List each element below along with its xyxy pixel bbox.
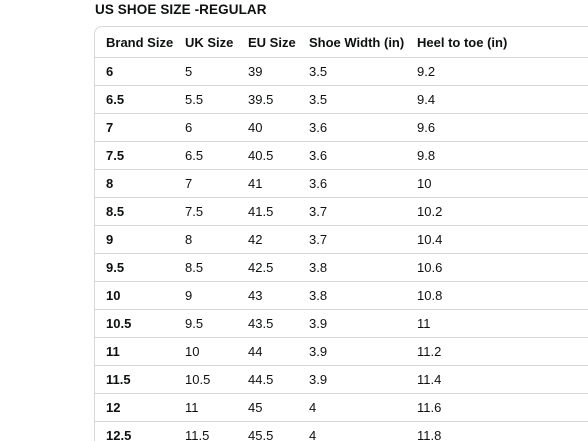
cell-heel-to-toe: 10.6 <box>417 260 443 275</box>
cell-brand-size: 12 <box>106 400 121 415</box>
cell-shoe-width: 3.8 <box>309 288 328 303</box>
cell-brand-size: 6.5 <box>106 92 125 107</box>
cell-brand-size: 10.5 <box>106 316 132 331</box>
cell-shoe-width: 3.9 <box>309 316 328 331</box>
cell-uk-size: 8.5 <box>185 260 204 275</box>
cell-brand-size: 9.5 <box>106 260 125 275</box>
table-row: 12 11 45 4 11.6 <box>95 394 588 422</box>
cell-uk-size: 10 <box>185 344 200 359</box>
cell-heel-to-toe: 10.8 <box>417 288 443 303</box>
cell-uk-size: 6 <box>185 120 193 135</box>
header-eu-size: EU Size <box>248 34 296 50</box>
size-table: Brand Size UK Size EU Size Shoe Width (i… <box>94 26 588 441</box>
table-row: 10 9 43 3.8 10.8 <box>95 282 588 310</box>
cell-heel-to-toe: 11.4 <box>417 372 442 387</box>
table-row: 12.5 11.5 45.5 4 11.8 <box>95 422 588 441</box>
cell-eu-size: 42.5 <box>248 260 274 275</box>
table-row: 8 7 41 3.6 10 <box>95 170 588 198</box>
cell-brand-size: 9 <box>106 232 114 247</box>
cell-uk-size: 7 <box>185 176 193 191</box>
cell-heel-to-toe: 11.6 <box>417 400 442 415</box>
cell-eu-size: 39.5 <box>248 92 274 107</box>
cell-brand-size: 6 <box>106 64 114 79</box>
cell-uk-size: 10.5 <box>185 372 211 387</box>
cell-uk-size: 11.5 <box>185 428 210 441</box>
cell-shoe-width: 3.5 <box>309 92 328 107</box>
cell-heel-to-toe: 9.2 <box>417 64 436 79</box>
cell-eu-size: 42 <box>248 232 263 247</box>
cell-brand-size: 11 <box>106 344 120 359</box>
table-row: 7 6 40 3.6 9.6 <box>95 114 588 142</box>
cell-heel-to-toe: 9.8 <box>417 148 436 163</box>
cell-brand-size: 7 <box>106 120 114 135</box>
table-row: 10.5 9.5 43.5 3.9 11 <box>95 310 588 338</box>
cell-eu-size: 43.5 <box>248 316 274 331</box>
cell-uk-size: 7.5 <box>185 204 204 219</box>
cell-heel-to-toe: 11.2 <box>417 344 442 359</box>
header-brand-size: Brand Size <box>106 34 174 50</box>
cell-eu-size: 43 <box>248 288 263 303</box>
cell-heel-to-toe: 10.2 <box>417 204 443 219</box>
table-row: 8.5 7.5 41.5 3.7 10.2 <box>95 198 588 226</box>
cell-shoe-width: 4 <box>309 400 317 415</box>
table-row: 7.5 6.5 40.5 3.6 9.8 <box>95 142 588 170</box>
cell-uk-size: 9.5 <box>185 316 204 331</box>
cell-brand-size: 8 <box>106 176 114 191</box>
cell-eu-size: 40.5 <box>248 148 274 163</box>
cell-uk-size: 5.5 <box>185 92 204 107</box>
cell-uk-size: 6.5 <box>185 148 204 163</box>
header-heel-to-toe: Heel to toe (in) <box>417 34 508 50</box>
cell-heel-to-toe: 9.4 <box>417 92 436 107</box>
cell-eu-size: 44 <box>248 344 263 359</box>
cell-brand-size: 11.5 <box>106 372 131 387</box>
cell-eu-size: 45 <box>248 400 263 415</box>
cell-eu-size: 39 <box>248 64 263 79</box>
cell-heel-to-toe: 9.6 <box>417 120 436 135</box>
header-uk-size: UK Size <box>185 34 234 50</box>
table-header-row: Brand Size UK Size EU Size Shoe Width (i… <box>95 27 588 58</box>
cell-uk-size: 9 <box>185 288 193 303</box>
table-row: 11.5 10.5 44.5 3.9 11.4 <box>95 366 588 394</box>
cell-heel-to-toe: 10 <box>417 176 432 191</box>
cell-brand-size: 12.5 <box>106 428 132 441</box>
cell-eu-size: 41.5 <box>248 204 274 219</box>
table-row: 6 5 39 3.5 9.2 <box>95 58 588 86</box>
cell-uk-size: 8 <box>185 232 193 247</box>
cell-brand-size: 7.5 <box>106 148 125 163</box>
cell-shoe-width: 3.8 <box>309 260 328 275</box>
table-row: 9.5 8.5 42.5 3.8 10.6 <box>95 254 588 282</box>
cell-shoe-width: 3.7 <box>309 204 328 219</box>
cell-shoe-width: 4 <box>309 428 317 441</box>
cell-heel-to-toe: 10.4 <box>417 232 443 247</box>
page-title: US SHOE SIZE -REGULAR <box>95 2 267 17</box>
cell-shoe-width: 3.7 <box>309 232 328 247</box>
table-row: 9 8 42 3.7 10.4 <box>95 226 588 254</box>
cell-shoe-width: 3.5 <box>309 64 328 79</box>
table-row: 11 10 44 3.9 11.2 <box>95 338 588 366</box>
header-shoe-width: Shoe Width (in) <box>309 34 405 50</box>
cell-eu-size: 41 <box>248 176 263 191</box>
cell-shoe-width: 3.9 <box>309 372 328 387</box>
cell-shoe-width: 3.6 <box>309 176 328 191</box>
cell-brand-size: 10 <box>106 288 121 303</box>
table-row: 6.5 5.5 39.5 3.5 9.4 <box>95 86 588 114</box>
cell-uk-size: 5 <box>185 64 193 79</box>
cell-eu-size: 40 <box>248 120 263 135</box>
cell-heel-to-toe: 11 <box>417 316 431 331</box>
cell-shoe-width: 3.6 <box>309 120 328 135</box>
cell-shoe-width: 3.6 <box>309 148 328 163</box>
cell-uk-size: 11 <box>185 400 199 415</box>
cell-eu-size: 44.5 <box>248 372 274 387</box>
cell-shoe-width: 3.9 <box>309 344 328 359</box>
cell-heel-to-toe: 11.8 <box>417 428 442 441</box>
cell-brand-size: 8.5 <box>106 204 125 219</box>
cell-eu-size: 45.5 <box>248 428 274 441</box>
